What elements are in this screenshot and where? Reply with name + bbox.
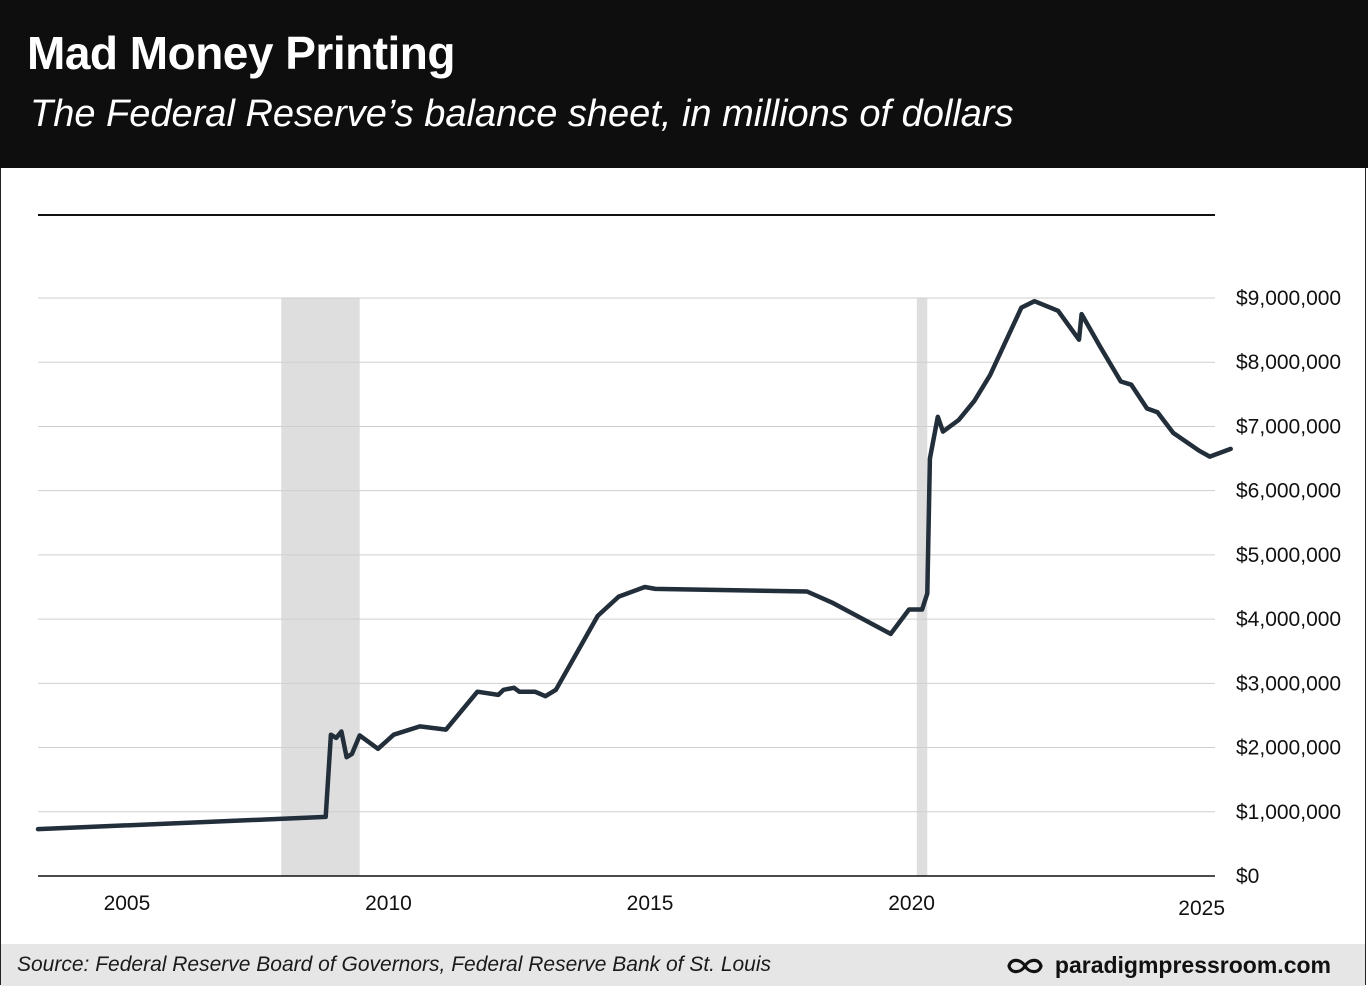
y-tick-label: $1,000,000 — [1236, 801, 1341, 824]
x-axis-labels: 2005 2010 2015 2020 2025 — [104, 892, 1225, 920]
x-tick-label: 2015 — [627, 892, 674, 915]
y-tick-label: $0 — [1236, 865, 1259, 888]
chart-title: Mad Money Printing — [27, 27, 456, 79]
y-tick-label: $8,000,000 — [1236, 351, 1341, 374]
line-chart: $0 $1,000,000 $2,000,000 $3,000,000 $4,000,0… — [35, 214, 1341, 920]
x-tick-label: 2005 — [104, 892, 151, 915]
y-tick-label: $2,000,000 — [1236, 737, 1341, 760]
y-tick-label: $5,000,000 — [1236, 544, 1341, 567]
y-tick-label: $3,000,000 — [1236, 672, 1341, 695]
y-tick-label: $4,000,000 — [1236, 608, 1341, 631]
y-tick-label: $6,000,000 — [1236, 480, 1341, 503]
x-tick-label: 2010 — [365, 892, 412, 915]
y-tick-label: $7,000,000 — [1236, 415, 1341, 438]
y-tick-label: $9,000,000 — [1236, 287, 1341, 310]
recession-band-1 — [281, 298, 360, 876]
brand[interactable]: paradigmpressroom.com — [1005, 952, 1331, 979]
balance-sheet-line — [35, 298, 1233, 832]
infinity-icon — [1007, 958, 1043, 973]
chart-header: Mad Money Printing The Federal Reserve’s… — [0, 0, 1368, 168]
chart-subtitle: The Federal Reserve’s balance sheet, in … — [30, 93, 1014, 135]
x-tick-label: 2025 — [1178, 897, 1225, 920]
recession-band-2 — [916, 298, 928, 876]
gridlines — [38, 297, 1215, 877]
recession-bands — [281, 298, 928, 876]
brand-name: paradigmpressroom.com — [1054, 952, 1331, 978]
source-note: Source: Federal Reserve Board of Governo… — [17, 953, 772, 976]
footer: Source: Federal Reserve Board of Governo… — [1, 944, 1365, 986]
x-tick-label: 2020 — [888, 892, 935, 915]
y-axis-labels: $0 $1,000,000 $2,000,000 $3,000,000 $4,000,0… — [1236, 287, 1341, 888]
